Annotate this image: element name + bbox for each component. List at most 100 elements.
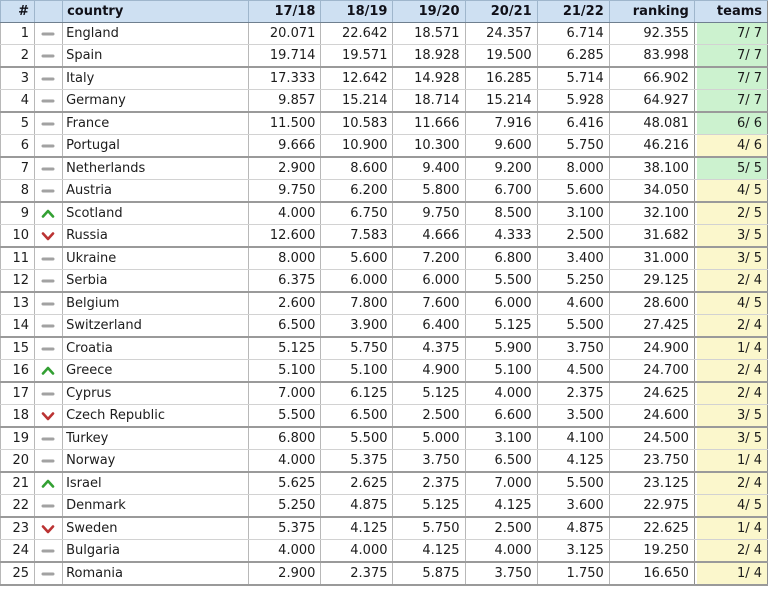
table-row: 6 Portugal 9.666 10.900 10.300 9.600 5.750 46.2… [0, 134, 768, 158]
country-cell[interactable]: Switzerland [62, 314, 249, 338]
country-cell[interactable]: Ukraine [62, 247, 249, 270]
ranking-value-cell: 24.700 [608, 359, 695, 383]
country-cell[interactable]: Greece [62, 359, 249, 383]
season-value-cell: 4.875 [320, 494, 393, 518]
trend-cell [34, 427, 63, 450]
trend-same-icon [41, 572, 55, 575]
header-season-21-22[interactable]: 21/22 [536, 0, 610, 23]
season-value-cell: 19.500 [464, 44, 538, 68]
ranking-value-cell: 31.682 [608, 224, 695, 248]
trend-cell [34, 112, 63, 135]
country-cell[interactable]: Russia [62, 224, 249, 248]
country-cell[interactable]: Portugal [62, 134, 249, 158]
trend-cell [34, 404, 63, 428]
ranking-value-cell: 24.600 [608, 404, 695, 428]
country-cell[interactable]: France [62, 112, 249, 135]
rank-cell: 8 [0, 179, 35, 203]
country-cell[interactable]: Romania [62, 562, 249, 586]
season-value-cell: 9.750 [392, 202, 466, 225]
season-value-cell: 4.000 [464, 539, 538, 563]
trend-same-icon [41, 504, 55, 507]
header-ranking[interactable]: ranking [608, 0, 695, 23]
country-cell[interactable]: Spain [62, 44, 249, 68]
ranking-value-cell: 66.902 [608, 67, 695, 90]
trend-up-icon [41, 209, 54, 218]
table-row: 5 France 11.500 10.583 11.666 7.916 6.416 48.08… [0, 112, 768, 135]
trend-same-icon [41, 99, 55, 102]
trend-cell [34, 67, 63, 90]
season-value-cell: 9.857 [248, 89, 321, 113]
header-season-17-18[interactable]: 17/18 [248, 0, 321, 23]
country-cell[interactable]: Croatia [62, 337, 249, 360]
season-value-cell: 9.400 [392, 157, 466, 180]
season-value-cell: 19.714 [248, 44, 321, 68]
season-value-cell: 3.500 [536, 404, 610, 428]
season-value-cell: 7.000 [248, 382, 321, 405]
ranking-value-cell: 92.355 [608, 22, 695, 45]
trend-cell [34, 292, 63, 315]
rank-cell: 9 [0, 202, 35, 225]
country-cell[interactable]: Cyprus [62, 382, 249, 405]
rank-cell: 12 [0, 269, 35, 293]
header-country[interactable]: country [62, 0, 249, 23]
teams-cell: 2/ 4 [693, 382, 768, 405]
country-cell[interactable]: Scotland [62, 202, 249, 225]
trend-same-icon [41, 392, 55, 395]
teams-cell: 3/ 5 [693, 224, 768, 248]
country-cell[interactable]: England [62, 22, 249, 45]
teams-cell: 4/ 6 [693, 134, 768, 158]
rank-cell: 25 [0, 562, 35, 586]
season-value-cell: 6.416 [536, 112, 610, 135]
country-cell[interactable]: Norway [62, 449, 249, 473]
country-cell[interactable]: Israel [62, 472, 249, 495]
season-value-cell: 6.200 [320, 179, 393, 203]
country-cell[interactable]: Bulgaria [62, 539, 249, 563]
season-value-cell: 5.750 [536, 134, 610, 158]
header-season-19-20[interactable]: 19/20 [392, 0, 466, 23]
trend-down-icon [41, 524, 54, 533]
country-cell[interactable]: Denmark [62, 494, 249, 518]
season-value-cell: 4.000 [320, 539, 393, 563]
country-cell[interactable]: Austria [62, 179, 249, 203]
season-value-cell: 6.000 [392, 269, 466, 293]
table-row: 13 Belgium 2.600 7.800 7.600 6.000 4.600 28.600… [0, 292, 768, 315]
country-cell[interactable]: Italy [62, 67, 249, 90]
table-row: 4 Germany 9.857 15.214 18.714 15.214 5.928 64.9… [0, 89, 768, 113]
trend-same-icon [41, 324, 55, 327]
trend-same-icon [41, 122, 55, 125]
season-value-cell: 4.125 [392, 539, 466, 563]
table-row: 8 Austria 9.750 6.200 5.800 6.700 5.600 34.050 4… [0, 179, 768, 203]
country-cell[interactable]: Serbia [62, 269, 249, 293]
season-value-cell: 3.900 [320, 314, 393, 338]
trend-up-icon [41, 366, 54, 375]
header-season-18-19[interactable]: 18/19 [320, 0, 393, 23]
header-teams[interactable]: teams [693, 0, 768, 23]
ranking-value-cell: 83.998 [608, 44, 695, 68]
country-cell[interactable]: Sweden [62, 517, 249, 540]
country-cell[interactable]: Germany [62, 89, 249, 113]
header-rank[interactable]: # [0, 0, 35, 23]
country-cell[interactable]: Belgium [62, 292, 249, 315]
header-trend [34, 0, 63, 23]
season-value-cell: 5.928 [536, 89, 610, 113]
rank-cell: 18 [0, 404, 35, 428]
season-value-cell: 5.600 [536, 179, 610, 203]
country-cell[interactable]: Netherlands [62, 157, 249, 180]
table-row: 20 Norway 4.000 5.375 3.750 6.500 4.125 23.750 1… [0, 449, 768, 473]
table-row: 18 Czech Republic 5.500 6.500 2.500 6.600 3.50… [0, 404, 768, 428]
header-season-20-21[interactable]: 20/21 [464, 0, 538, 23]
ranking-value-cell: 23.750 [608, 449, 695, 473]
trend-cell [34, 202, 63, 225]
rank-cell: 19 [0, 427, 35, 450]
trend-cell [34, 359, 63, 383]
trend-down-icon [41, 231, 54, 240]
season-value-cell: 2.375 [392, 472, 466, 495]
country-cell[interactable]: Turkey [62, 427, 249, 450]
season-value-cell: 2.900 [248, 157, 321, 180]
teams-cell: 2/ 4 [693, 314, 768, 338]
table-row: 19 Turkey 6.800 5.500 5.000 3.100 4.100 24.500 3… [0, 427, 768, 450]
season-value-cell: 11.500 [248, 112, 321, 135]
country-cell[interactable]: Czech Republic [62, 404, 249, 428]
rank-cell: 11 [0, 247, 35, 270]
